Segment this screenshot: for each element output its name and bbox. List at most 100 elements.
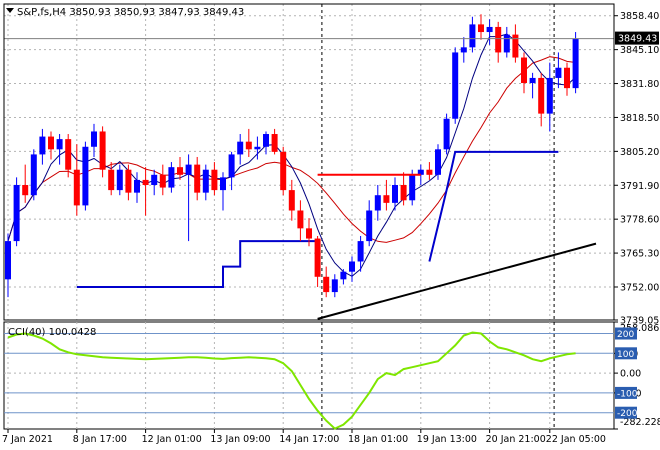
candle[interactable] xyxy=(280,146,287,196)
candle[interactable] xyxy=(202,164,209,201)
candle[interactable] xyxy=(392,177,398,211)
candle[interactable] xyxy=(185,154,192,242)
candle[interactable] xyxy=(91,123,97,157)
candle[interactable] xyxy=(48,131,54,160)
candle-body xyxy=(159,174,166,188)
candle[interactable] xyxy=(5,233,11,298)
candle[interactable] xyxy=(177,156,183,180)
candle[interactable] xyxy=(331,274,338,298)
triangle-down-icon[interactable] xyxy=(6,8,14,13)
candle-body xyxy=(263,134,269,147)
candle-body xyxy=(469,24,476,48)
cci-title: CCI(40) 100.0428 xyxy=(8,327,96,338)
candle-body xyxy=(521,57,527,84)
candle[interactable] xyxy=(82,141,89,211)
candle[interactable] xyxy=(159,164,166,196)
candlestick-plot[interactable] xyxy=(4,14,614,320)
candle-body xyxy=(82,146,89,206)
candle[interactable] xyxy=(151,169,158,196)
candle[interactable] xyxy=(323,266,330,298)
candle[interactable] xyxy=(460,37,467,63)
candle-body xyxy=(495,26,502,53)
candle[interactable] xyxy=(56,134,63,165)
candle[interactable] xyxy=(564,62,570,96)
candle-body xyxy=(572,38,579,89)
candle-body xyxy=(357,241,364,262)
candle[interactable] xyxy=(168,162,175,193)
candle[interactable] xyxy=(30,149,37,201)
cci-line xyxy=(7,331,576,430)
candle[interactable] xyxy=(13,177,20,247)
candle[interactable] xyxy=(245,128,252,157)
candle-body xyxy=(108,169,115,191)
time-label: 13 Jan 09:00 xyxy=(210,434,270,445)
cci-plot[interactable] xyxy=(7,331,576,430)
candle[interactable] xyxy=(297,200,304,242)
candle[interactable] xyxy=(383,179,390,211)
candle[interactable] xyxy=(142,167,149,216)
candle[interactable] xyxy=(555,52,562,89)
time-label: 14 Jan 17:00 xyxy=(279,434,339,445)
candle[interactable] xyxy=(452,47,459,124)
candle[interactable] xyxy=(495,21,502,63)
candle[interactable] xyxy=(340,269,347,285)
candle[interactable] xyxy=(546,62,553,132)
support-step-line-2 xyxy=(428,150,559,262)
time-label: 19 Jan 13:00 xyxy=(417,434,477,445)
cci-level-badge-label: -100 xyxy=(617,389,638,399)
candle[interactable] xyxy=(73,144,80,216)
candle[interactable] xyxy=(426,162,433,180)
candle[interactable] xyxy=(529,72,536,99)
price-axis: 3858.40 3845.10 3831.80 3818.50 3805.20 3791.… xyxy=(614,11,659,327)
candle-body xyxy=(237,141,244,155)
candle[interactable] xyxy=(254,136,261,160)
candle[interactable] xyxy=(39,128,46,165)
candle-body xyxy=(383,195,390,203)
candle[interactable] xyxy=(349,256,355,282)
candle[interactable] xyxy=(108,162,115,196)
candle[interactable] xyxy=(443,113,450,155)
candle[interactable] xyxy=(263,131,269,155)
candle-body xyxy=(91,131,97,147)
candle[interactable] xyxy=(435,144,441,180)
candle[interactable] xyxy=(512,24,519,63)
candle[interactable] xyxy=(357,235,364,272)
candle[interactable] xyxy=(374,185,381,221)
cci-level-badge-label: 100 xyxy=(617,350,634,360)
candle[interactable] xyxy=(572,32,579,94)
candle[interactable] xyxy=(134,172,140,203)
candle[interactable] xyxy=(503,26,510,58)
candle[interactable] xyxy=(22,164,29,203)
candle-body xyxy=(13,185,20,242)
candle[interactable] xyxy=(194,156,201,201)
candle[interactable] xyxy=(211,162,218,196)
candle[interactable] xyxy=(237,134,244,165)
candle[interactable] xyxy=(469,16,476,53)
candle[interactable] xyxy=(366,200,373,247)
candle[interactable] xyxy=(486,19,493,45)
candle[interactable] xyxy=(400,172,407,206)
candle[interactable] xyxy=(220,172,226,211)
candle[interactable] xyxy=(314,235,321,287)
candle[interactable] xyxy=(65,134,72,178)
candle[interactable] xyxy=(288,179,295,221)
candle-body xyxy=(185,164,192,175)
candle[interactable] xyxy=(478,14,484,40)
candle-body xyxy=(392,185,398,203)
candle[interactable] xyxy=(271,128,278,155)
candle-body xyxy=(30,154,37,196)
candle[interactable] xyxy=(306,218,312,247)
candle[interactable] xyxy=(228,151,235,191)
candle[interactable] xyxy=(521,52,527,94)
trend-line[interactable] xyxy=(317,242,597,320)
candle-body xyxy=(202,169,209,193)
price-label: 3739.05 xyxy=(620,316,659,327)
candle[interactable] xyxy=(538,72,545,127)
candle[interactable] xyxy=(99,126,106,178)
candle[interactable] xyxy=(116,164,123,196)
current-price-tag: 3849.43 xyxy=(615,31,659,45)
cci-grid xyxy=(4,322,614,429)
candle[interactable] xyxy=(125,164,132,201)
